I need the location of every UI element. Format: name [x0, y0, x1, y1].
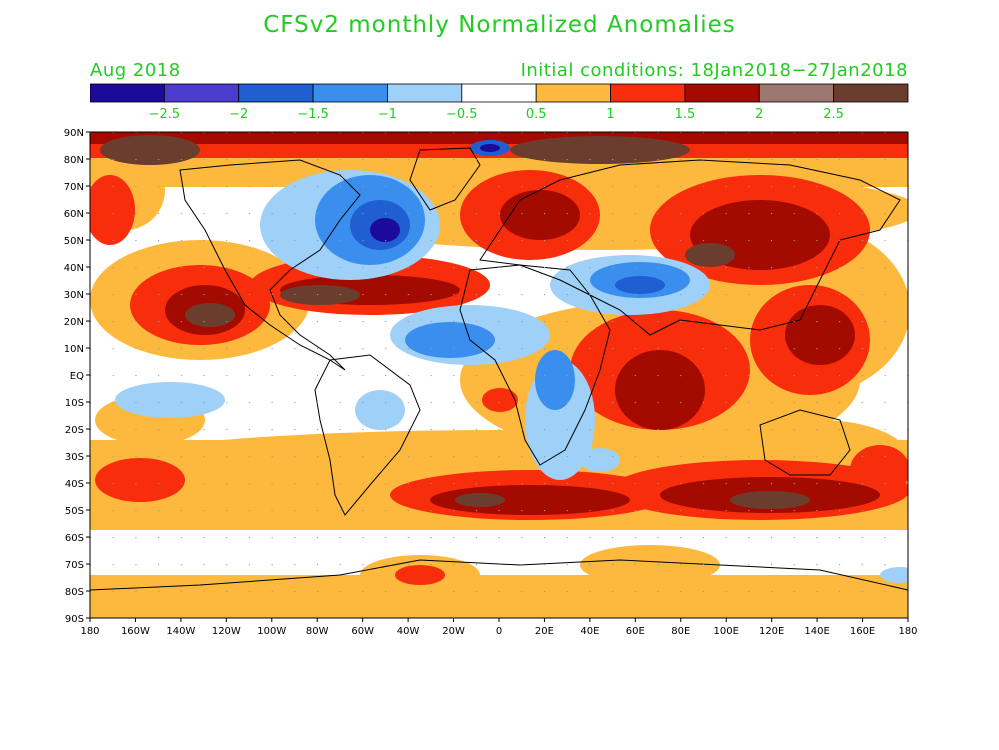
lon-tick-label: 40W — [397, 626, 420, 637]
lon-tick-label: 160W — [121, 626, 150, 637]
lon-tick-label: 120E — [759, 626, 784, 637]
lat-tick-label: 60N — [64, 209, 84, 220]
colorbar-tick-label: 0.5 — [526, 107, 547, 122]
lon-tick-label: 160E — [850, 626, 875, 637]
lat-tick-label: 40S — [65, 479, 84, 490]
lat-tick-label: 30S — [65, 452, 84, 463]
lat-tick-label: 80N — [64, 155, 84, 166]
colorbar-legend: −2.5 −2 −1.5 −1 −0.5 0.5 1 1.5 2 2.5 — [90, 83, 909, 122]
lat-tick-label: 90S — [65, 614, 84, 625]
lat-tick-label: 40N — [64, 263, 84, 274]
lon-tick-label: 140W — [166, 626, 195, 637]
lon-tick-label: 100E — [714, 626, 739, 637]
colorbar-tick-label: −1.5 — [297, 107, 329, 122]
longitude-axis: 180 160W 140W 120W 100W 80W 60W 40W 20W 0 20E 40E 60… — [80, 618, 918, 637]
lat-tick-label: 10N — [64, 344, 84, 355]
lat-tick-label: 10S — [65, 398, 84, 409]
lon-tick-label: 20W — [442, 626, 465, 637]
lon-tick-label: 120W — [212, 626, 241, 637]
colorbar-swatch — [90, 83, 165, 103]
lon-tick-label: 20E — [535, 626, 554, 637]
colorbar-tick-label: −1 — [378, 107, 397, 122]
lon-tick-label: 0 — [496, 626, 502, 637]
colorbar-swatch — [684, 83, 760, 103]
valid-month-label: Aug 2018 — [90, 60, 181, 81]
lat-tick-label: 50S — [65, 506, 84, 517]
colorbar-tick-label: −2.5 — [149, 107, 181, 122]
grid-dots — [90, 132, 908, 618]
colorbar-swatch — [163, 83, 240, 103]
lat-tick-label: 20S — [65, 425, 84, 436]
colorbar-swatch — [610, 83, 686, 103]
lon-tick-label: 180 — [80, 626, 99, 637]
lon-tick-label: 180 — [898, 626, 917, 637]
lat-tick-label: EQ — [70, 371, 84, 382]
lon-tick-label: 80W — [306, 626, 329, 637]
colorbar-swatch — [461, 83, 537, 103]
lat-tick-label: 70S — [65, 560, 84, 571]
colorbar-tick-label: −0.5 — [446, 107, 478, 122]
latitude-axis: 90N 80N 70N 60N 50N 40N 30N 20N 10N EQ 10S 20S 30S 40… — [64, 128, 90, 625]
lon-tick-label: 60E — [626, 626, 645, 637]
colorbar-tick-label: 2.5 — [823, 107, 844, 122]
anomaly-map: 90N 80N 70N 60N 50N 40N 30N 20N 10N EQ 10S 20S 30S 40… — [64, 128, 918, 637]
lat-tick-label: 20N — [64, 317, 84, 328]
lon-tick-label: 40E — [580, 626, 599, 637]
colorbar-swatch — [387, 83, 463, 103]
colorbar-swatch — [312, 83, 388, 103]
initial-conditions-label: Initial conditions: 18Jan2018−27Jan2018 — [520, 60, 908, 81]
colorbar-swatch — [758, 83, 835, 103]
lon-tick-label: 140E — [804, 626, 829, 637]
lat-tick-label: 80S — [65, 587, 84, 598]
lon-tick-label: 100W — [257, 626, 286, 637]
colorbar-tick-label: −2 — [229, 107, 248, 122]
lat-tick-label: 70N — [64, 182, 84, 193]
colorbar-swatch — [833, 83, 909, 103]
colorbar-swatch — [535, 83, 611, 103]
colorbar-swatch — [238, 83, 314, 103]
lon-tick-label: 80E — [671, 626, 690, 637]
lat-tick-label: 90N — [64, 128, 84, 139]
colorbar-tick-label: 2 — [755, 107, 763, 122]
lat-tick-label: 30N — [64, 290, 84, 301]
map-title: CFSv2 monthly Normalized Anomalies — [263, 12, 736, 38]
colorbar-tick-label: 1.5 — [675, 107, 696, 122]
lon-tick-label: 60W — [351, 626, 374, 637]
lat-tick-label: 60S — [65, 533, 84, 544]
lat-tick-label: 50N — [64, 236, 84, 247]
colorbar-tick-label: 1 — [606, 107, 614, 122]
